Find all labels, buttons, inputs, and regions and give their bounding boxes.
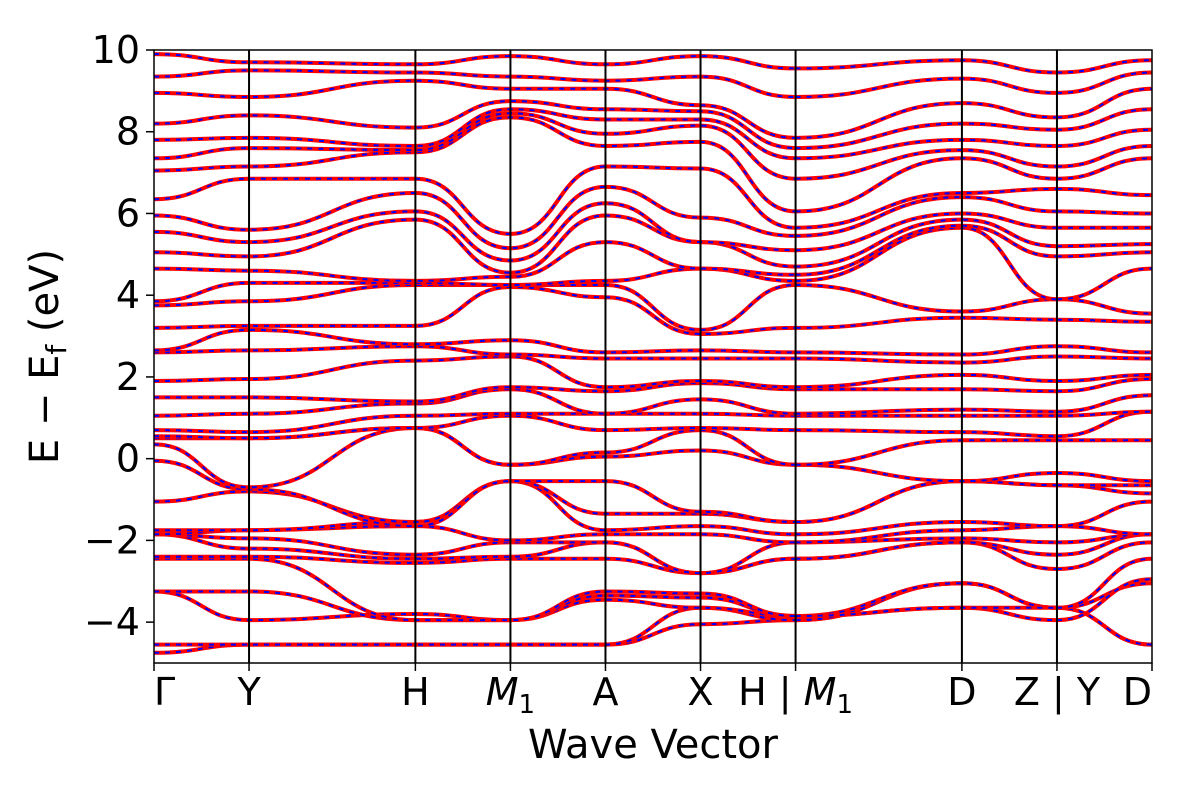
x-tick-label: H | M1 (738, 670, 853, 720)
kpoint-dividers (248, 50, 1058, 663)
x-tick-label: D (947, 670, 976, 714)
band-line-blue-26 (154, 202, 1152, 262)
band-line-red-2 (154, 581, 1152, 623)
band-line-blue-4 (154, 557, 1152, 622)
y-tick-label: 10 (92, 28, 140, 72)
y-tick-label: 8 (116, 110, 140, 154)
band-line-red-3 (154, 577, 1152, 623)
x-axis-title: Wave Vector (528, 722, 779, 768)
band-lines (154, 52, 1152, 655)
band-line-blue-31 (154, 108, 1152, 160)
y-tick-label: 6 (116, 191, 140, 235)
x-tick-label: X (688, 670, 714, 714)
y-tick-label: 0 (116, 437, 140, 481)
y-tick-label: −4 (84, 600, 140, 644)
x-tick-label: M1 (486, 670, 535, 720)
band-line-blue-10 (154, 480, 1152, 524)
band-line-blue-35 (154, 53, 1152, 74)
x-tick-label: D (1123, 670, 1152, 714)
x-tick-label: Γ (154, 670, 175, 714)
band-line-blue-17 (154, 378, 1152, 403)
band-line-blue-15 (154, 410, 1152, 434)
band-line-blue-22 (154, 283, 1152, 331)
band-line-red-9 (154, 479, 1152, 537)
y-tick-label: −2 (84, 518, 140, 562)
x-tick-label: H (401, 670, 430, 714)
plot-frame (153, 49, 1153, 664)
x-tick-label: A (592, 670, 618, 714)
band-line-red-19 (154, 344, 1152, 365)
band-line-red-11 (154, 458, 1152, 529)
y-axis-title: E − Ef (eV) (22, 249, 73, 464)
band-line-red-10 (154, 479, 1152, 525)
band-line-blue-34 (154, 69, 1152, 98)
band-line-blue-11 (154, 459, 1152, 528)
band-line-blue-19 (154, 345, 1152, 364)
y-tick-label: 4 (116, 273, 140, 317)
y-axis: −4 −2 0 2 4 6 8 10 (84, 28, 154, 644)
band-line-blue-2 (154, 582, 1152, 622)
band-line-blue-24 (154, 224, 1152, 282)
x-axis: Γ Y H M1 A X H | M1 D Z | Y D (153, 663, 1153, 720)
band-line-blue-14 (154, 410, 1152, 440)
band-line-red-21 (154, 284, 1152, 337)
band-line-blue-7 (154, 533, 1152, 575)
x-tick-label: Z | Y (1014, 670, 1101, 715)
y-tick-label: 2 (116, 355, 140, 399)
band-line-blue-25 (154, 214, 1152, 274)
band-line-blue-27 (154, 185, 1152, 250)
x-tick-label: Y (236, 670, 261, 714)
band-line-blue-6 (154, 533, 1152, 575)
